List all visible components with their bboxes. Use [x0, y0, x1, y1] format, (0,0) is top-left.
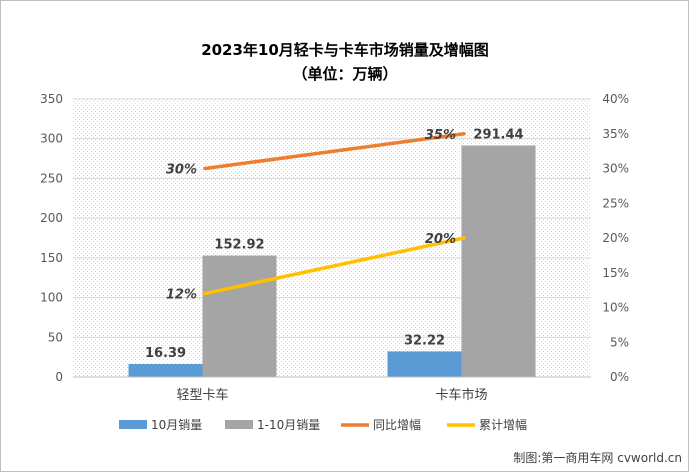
legend-swatch [119, 420, 147, 429]
line-data-label: 30% [166, 163, 197, 178]
line-data-label: 12% [166, 288, 197, 303]
chart-title-line1: 2023年10月轻卡与卡车市场销量及增幅图 [201, 41, 489, 59]
y-left-tick-label: 250 [40, 171, 63, 185]
y-left-tick-label: 150 [40, 251, 63, 265]
bar [128, 363, 203, 377]
bar-data-label: 152.92 [214, 238, 264, 253]
y-left-tick-label: 200 [40, 211, 63, 225]
bar-data-label: 16.39 [145, 346, 186, 361]
chart-credit: 制图:第一商用车网 cvworld.cn [513, 450, 682, 465]
y-left-tick-label: 50 [48, 330, 63, 344]
chart-title-line2: （单位：万辆） [292, 65, 397, 83]
legend-label: 同比增幅 [373, 417, 421, 432]
legend-label: 1-10月销量 [257, 418, 320, 432]
legend-label: 10月销量 [151, 418, 202, 432]
y-right-tick-label: 35% [602, 127, 629, 141]
y-left-tick-label: 100 [40, 291, 63, 305]
series-line [203, 132, 466, 171]
y-right-tick-label: 5% [610, 335, 629, 349]
y-right-tick-label: 15% [602, 266, 629, 280]
y-left-tick-label: 350 [40, 92, 63, 106]
x-category-label: 卡车市场 [435, 387, 487, 403]
bar-data-label: 32.22 [404, 333, 445, 348]
line-data-label: 20% [425, 232, 456, 247]
line-data-label: 35% [425, 128, 456, 143]
bar [202, 255, 277, 377]
bar-data-label: 291.44 [473, 128, 523, 143]
bar [387, 351, 462, 377]
legend-swatch [225, 420, 253, 429]
y-right-tick-label: 0% [610, 370, 629, 384]
legend-label: 累计增幅 [479, 417, 527, 432]
y-right-tick-label: 20% [602, 231, 629, 245]
x-category-label: 轻型卡车 [176, 387, 228, 403]
y-right-tick-label: 30% [602, 162, 629, 176]
y-left-tick-label: 300 [40, 132, 63, 146]
y-right-tick-label: 25% [602, 196, 629, 210]
bar [461, 145, 536, 377]
y-right-tick-label: 10% [602, 301, 629, 315]
y-left-tick-label: 0 [55, 370, 63, 384]
series-line [203, 236, 466, 296]
y-right-tick-label: 40% [602, 92, 629, 106]
